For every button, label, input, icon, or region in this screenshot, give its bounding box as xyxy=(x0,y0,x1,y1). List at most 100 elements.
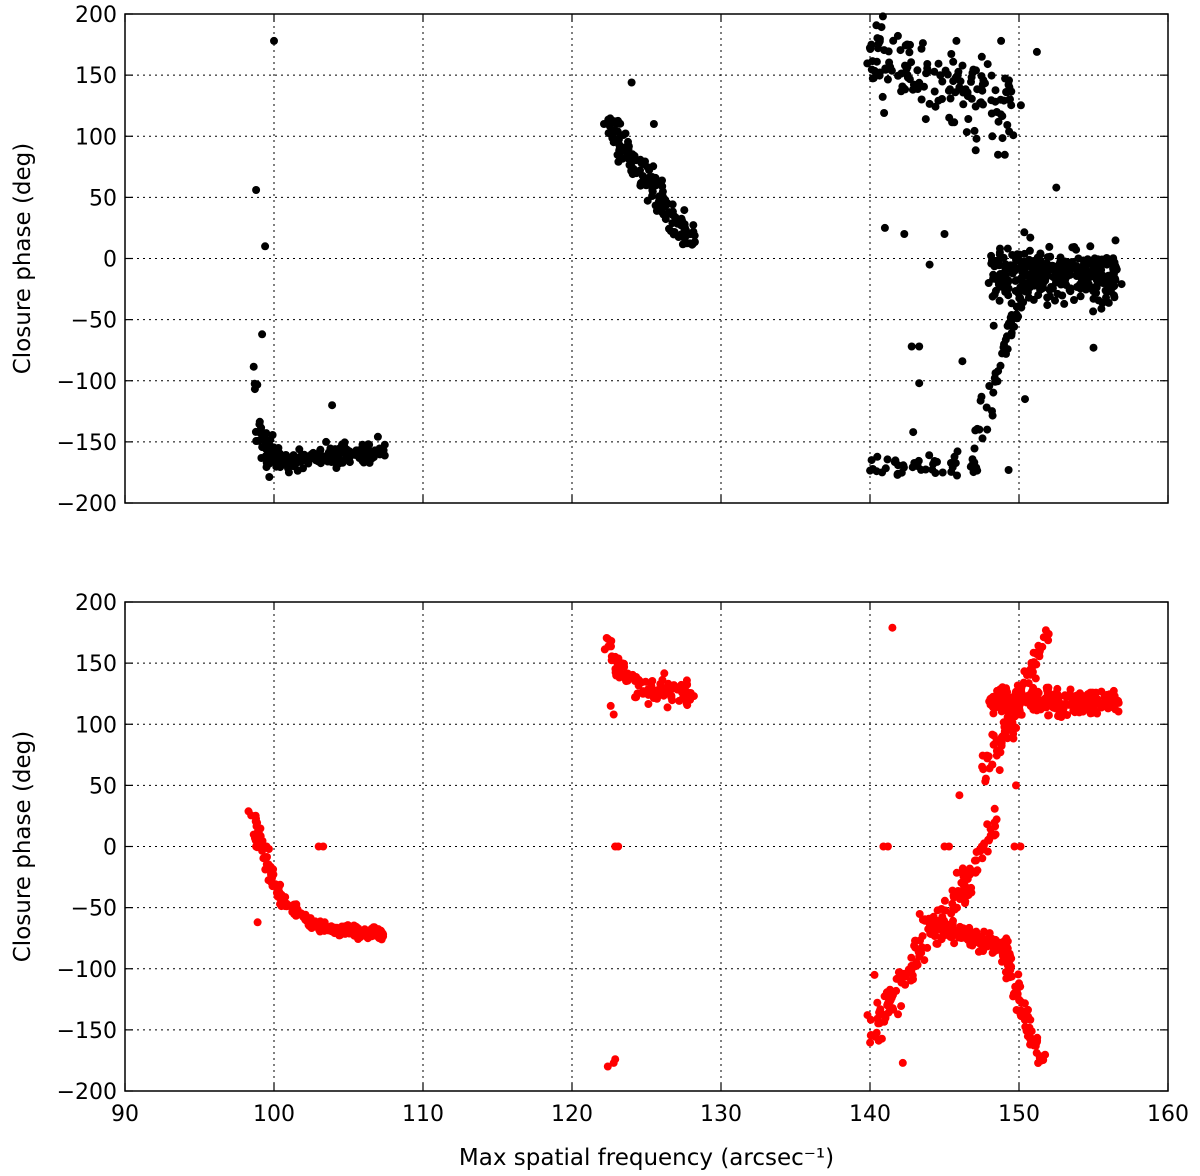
data-point xyxy=(897,1002,906,1011)
data-point xyxy=(907,966,916,975)
data-point xyxy=(998,349,1007,358)
data-point xyxy=(997,741,1006,750)
data-point xyxy=(977,52,986,61)
data-point xyxy=(1019,285,1028,294)
data-point xyxy=(1061,276,1069,285)
data-point xyxy=(1043,253,1052,262)
data-point xyxy=(311,453,320,461)
data-point xyxy=(618,154,627,163)
data-point xyxy=(1034,696,1043,704)
data-point xyxy=(247,811,256,820)
data-point xyxy=(315,925,323,934)
data-point xyxy=(950,452,959,461)
data-point xyxy=(250,379,259,388)
data-point xyxy=(978,854,987,863)
y-tick-label: 50 xyxy=(89,774,117,799)
data-point xyxy=(615,142,624,151)
data-point xyxy=(634,681,643,690)
data-point xyxy=(627,78,636,87)
data-point xyxy=(966,462,975,471)
data-point xyxy=(991,701,1000,710)
data-point xyxy=(867,1031,876,1039)
data-point xyxy=(916,946,925,955)
data-point xyxy=(946,94,955,103)
data-point xyxy=(1002,706,1011,715)
data-point xyxy=(1015,294,1024,303)
data-point xyxy=(967,73,976,82)
bottom-y-axis-label: Closure phase (deg) xyxy=(10,731,36,963)
data-point xyxy=(978,86,987,95)
x-tick-label: 140 xyxy=(849,1102,891,1127)
data-point xyxy=(1043,293,1052,302)
y-tick-label: 100 xyxy=(75,713,117,738)
data-point xyxy=(881,65,890,74)
data-point xyxy=(296,452,304,461)
data-point xyxy=(606,701,615,710)
data-point xyxy=(928,913,937,922)
data-point xyxy=(1032,281,1041,290)
data-point xyxy=(1007,714,1016,723)
data-point xyxy=(302,912,311,921)
data-point xyxy=(923,64,932,73)
data-point xyxy=(249,362,258,371)
x-tick-label: 130 xyxy=(700,1102,742,1127)
data-point xyxy=(356,927,364,936)
data-point xyxy=(1044,711,1053,720)
data-point xyxy=(997,282,1006,291)
data-point xyxy=(345,449,354,458)
data-point xyxy=(262,463,271,472)
data-point xyxy=(870,66,879,75)
data-point xyxy=(997,36,1006,45)
data-point xyxy=(1021,262,1030,271)
data-point xyxy=(977,842,986,851)
data-point xyxy=(1012,302,1021,311)
data-point xyxy=(866,1015,875,1024)
data-point xyxy=(1032,660,1041,669)
data-point xyxy=(917,95,926,104)
y-tick-label: −100 xyxy=(57,958,117,983)
data-point xyxy=(271,458,280,467)
data-point xyxy=(1109,281,1118,290)
data-point xyxy=(327,927,336,936)
data-point xyxy=(656,680,665,688)
data-point xyxy=(373,432,382,441)
data-point xyxy=(272,888,281,897)
data-point xyxy=(880,46,889,55)
data-point xyxy=(1009,729,1018,738)
data-point xyxy=(641,677,650,686)
data-point xyxy=(252,186,261,194)
data-point xyxy=(897,87,906,96)
data-point xyxy=(1043,686,1052,695)
data-point xyxy=(981,774,990,783)
data-point xyxy=(1074,254,1083,263)
data-point xyxy=(338,458,347,467)
y-tick-label: 0 xyxy=(103,836,117,861)
data-point xyxy=(604,635,613,644)
data-point xyxy=(274,452,283,461)
data-point xyxy=(907,58,916,67)
data-point xyxy=(880,109,889,117)
data-point xyxy=(322,437,331,446)
data-point xyxy=(959,924,968,933)
top-points xyxy=(249,12,1126,481)
data-point xyxy=(1007,962,1016,971)
data-point xyxy=(1097,304,1106,313)
data-point xyxy=(324,448,333,457)
data-point xyxy=(992,815,1001,824)
data-point xyxy=(900,230,909,238)
data-point xyxy=(883,842,892,851)
data-point xyxy=(999,343,1008,352)
data-point xyxy=(988,760,997,769)
data-point xyxy=(377,445,386,454)
data-point xyxy=(1022,1026,1031,1035)
data-point xyxy=(645,173,654,182)
data-point xyxy=(990,804,999,813)
data-point xyxy=(294,908,302,916)
data-point xyxy=(933,939,942,948)
data-point xyxy=(1108,269,1117,278)
data-point xyxy=(1040,695,1049,704)
top-y-axis-label: Closure phase (deg) xyxy=(10,143,36,375)
data-point xyxy=(1007,954,1016,963)
data-point xyxy=(613,664,622,673)
